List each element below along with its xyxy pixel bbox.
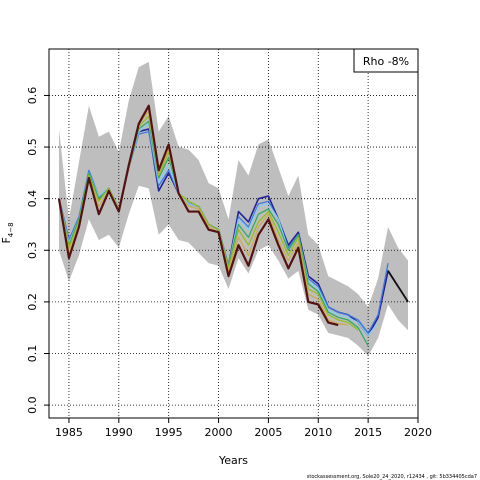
x-tick-label: 2005	[254, 426, 282, 439]
series-line-7	[387, 270, 409, 303]
x-tick-label: 2020	[404, 426, 432, 439]
x-tick-label: 2010	[304, 426, 332, 439]
y-tick-label: 0.4	[26, 190, 39, 208]
x-axis: 1985 1990 1995 2000 2005 2010 2015 2020	[55, 418, 432, 439]
y-axis-title-base: F	[0, 237, 13, 243]
y-tick-label: 0.6	[26, 87, 39, 105]
y-tick-label: 0.0	[26, 396, 39, 414]
x-axis-title: Years	[218, 454, 248, 467]
series-line-6	[57, 104, 339, 327]
plot-frame	[48, 48, 419, 419]
legend-box	[353, 48, 419, 73]
x-tick-label: 1985	[55, 426, 83, 439]
y-tick-label: 0.1	[26, 345, 39, 363]
legend-rho-label: Rho -8%	[363, 55, 409, 68]
y-tick-label: 0.2	[26, 293, 39, 311]
y-tick-label: 0.3	[26, 242, 39, 259]
confidence-band-layer	[58, 61, 409, 357]
y-axis: 0.0 0.1 0.2 0.3 0.4 0.5 0.6	[26, 87, 49, 414]
y-axis-title: F4−8	[0, 222, 15, 243]
x-tick-label: 2015	[354, 426, 382, 439]
x-tick-label: 1995	[155, 426, 183, 439]
confidence-band	[58, 61, 409, 357]
series-layer	[57, 104, 409, 347]
y-axis-title-subscript: 4−8	[7, 222, 15, 237]
footer-source-note: stockassessment.org, Sole20_24_2020, r12…	[307, 474, 477, 480]
legend: Rho -8%	[353, 48, 419, 73]
x-tick-label: 1990	[105, 426, 133, 439]
y-tick-label: 0.5	[26, 138, 39, 156]
series-line-4	[58, 115, 359, 331]
x-tick-label: 2000	[205, 426, 233, 439]
